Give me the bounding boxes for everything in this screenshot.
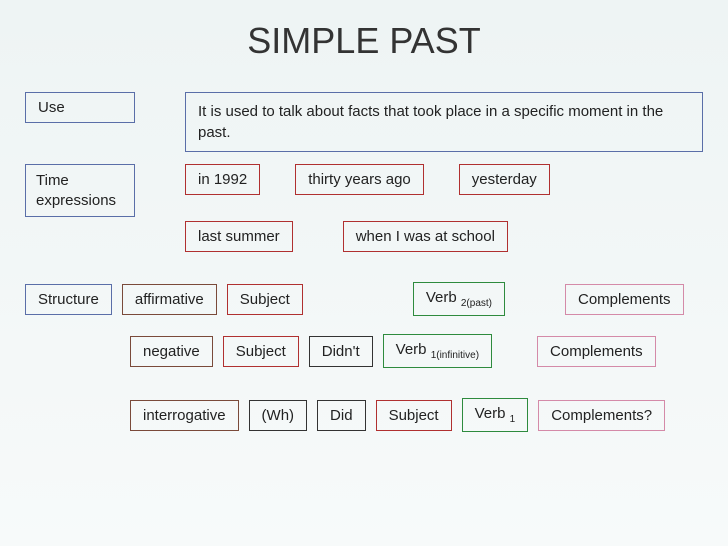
use-row: Use It is used to talk about facts that …	[25, 92, 703, 152]
cell-interrogative-1: (Wh)	[249, 400, 308, 431]
cell-affirmative-3: Complements	[565, 284, 684, 315]
time-item-4: when I was at school	[343, 221, 508, 252]
cell-negative-1: Subject	[223, 336, 299, 367]
use-label: Use	[25, 92, 135, 123]
cell-interrogative-2: Did	[317, 400, 366, 431]
cell-negative-2: Didn't	[309, 336, 373, 367]
cell-negative-4: Complements	[537, 336, 656, 367]
cell-affirmative-0: affirmative	[122, 284, 217, 315]
cell-affirmative-1: Subject	[227, 284, 303, 315]
time-item-3: last summer	[185, 221, 293, 252]
cell-interrogative-0: interrogative	[130, 400, 239, 431]
structure-label: Structure	[25, 284, 112, 315]
use-text: It is used to talk about facts that took…	[185, 92, 703, 152]
cell-interrogative-4: Verb 1	[462, 398, 529, 432]
structure-container: StructureaffirmativeSubjectVerb 2(past)C…	[25, 282, 703, 432]
structure-row-negative: negative Subject Didn't Verb 1(infinitive) C…	[25, 334, 703, 368]
time-item-1: thirty years ago	[295, 164, 424, 195]
structure-row-interrogative: interrogative (Wh) Did Subject Verb 1 Complem…	[25, 398, 703, 432]
cell-affirmative-2: Verb 2(past)	[413, 282, 505, 316]
structure-row-affirmative: Structure affirmative Subject Verb 2(past) C…	[25, 282, 703, 316]
cell-interrogative-3: Subject	[376, 400, 452, 431]
time-item-0: in 1992	[185, 164, 260, 195]
time-label: Time expressions	[25, 164, 135, 217]
cell-negative-0: negative	[130, 336, 213, 367]
time-item-2: yesterday	[459, 164, 550, 195]
cell-interrogative-5: Complements?	[538, 400, 665, 431]
cell-negative-3: Verb 1(infinitive)	[383, 334, 492, 368]
page-title: SIMPLE PAST	[25, 20, 703, 62]
time-row-1: Time expressions in 1992 thirty years ag…	[25, 164, 703, 217]
time-row-2: last summer when I was at school	[25, 221, 703, 252]
